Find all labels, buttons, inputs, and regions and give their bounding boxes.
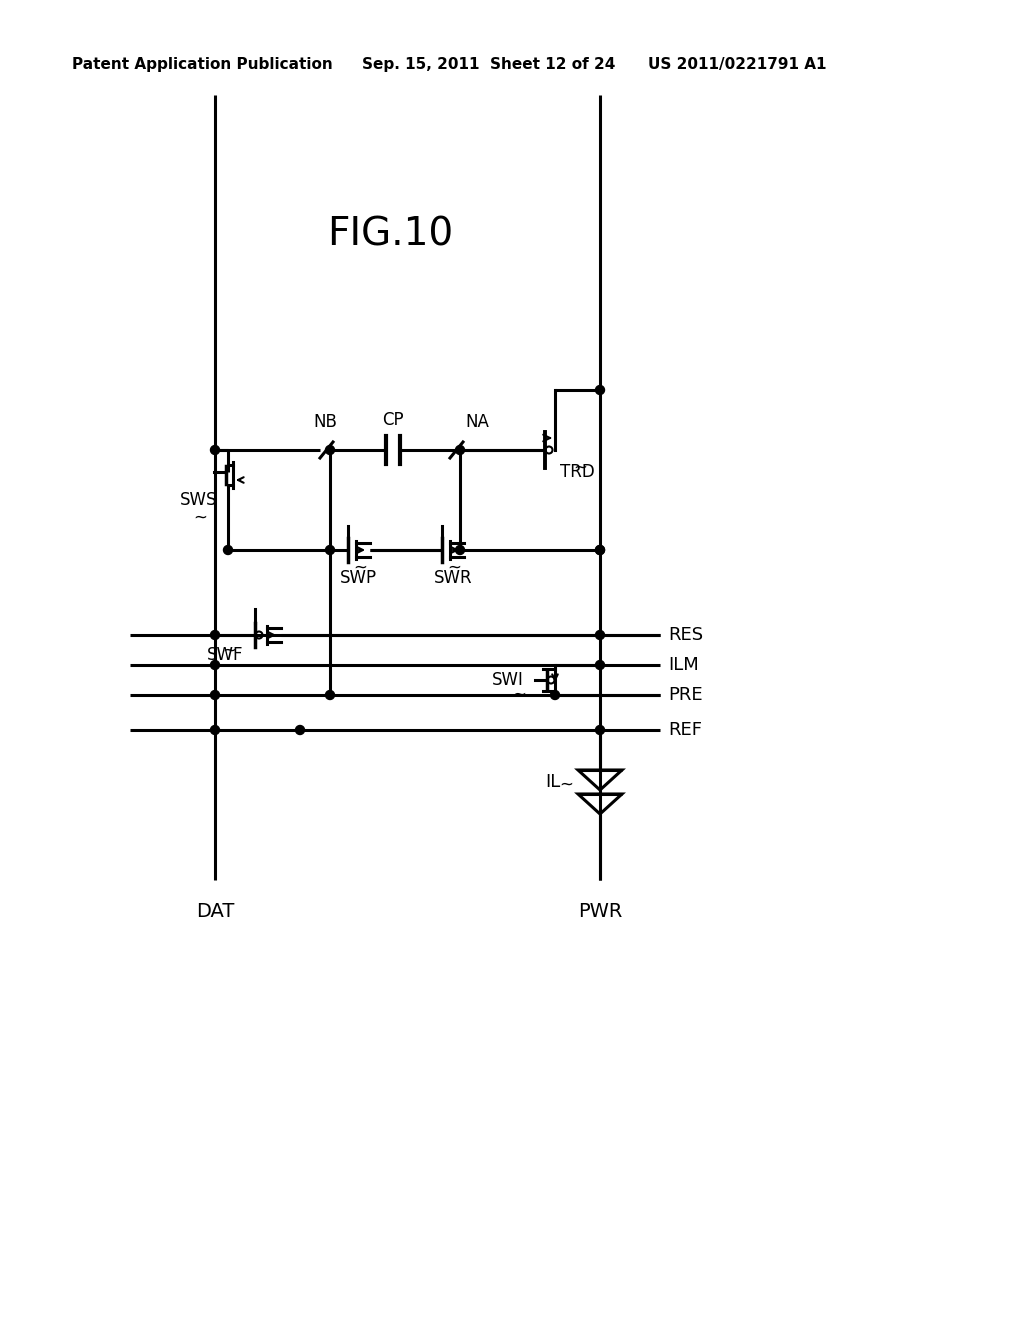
Circle shape	[211, 631, 219, 639]
Text: US 2011/0221791 A1: US 2011/0221791 A1	[648, 58, 826, 73]
Text: ~: ~	[353, 558, 367, 577]
Text: ~: ~	[222, 642, 236, 660]
Circle shape	[456, 446, 465, 454]
Text: RES: RES	[668, 626, 703, 644]
Text: PWR: PWR	[578, 902, 623, 921]
Text: CP: CP	[382, 411, 403, 429]
Text: PRE: PRE	[668, 686, 702, 704]
Circle shape	[456, 545, 465, 554]
Circle shape	[596, 385, 604, 395]
Circle shape	[596, 660, 604, 669]
Circle shape	[326, 545, 335, 554]
Text: Sep. 15, 2011  Sheet 12 of 24: Sep. 15, 2011 Sheet 12 of 24	[362, 58, 615, 73]
Text: SWS: SWS	[180, 491, 217, 510]
Circle shape	[211, 446, 219, 454]
Text: ILM: ILM	[668, 656, 698, 675]
Circle shape	[223, 545, 232, 554]
Circle shape	[326, 690, 335, 700]
Text: NB: NB	[313, 413, 337, 432]
Circle shape	[211, 690, 219, 700]
Circle shape	[596, 726, 604, 734]
Circle shape	[596, 545, 604, 554]
Text: IL: IL	[545, 774, 560, 791]
Text: Patent Application Publication: Patent Application Publication	[72, 58, 333, 73]
Text: ~: ~	[573, 459, 587, 477]
Text: REF: REF	[668, 721, 702, 739]
Text: TRD: TRD	[560, 463, 595, 480]
Text: SWP: SWP	[340, 569, 377, 587]
Text: ~: ~	[512, 686, 526, 704]
Text: ~: ~	[559, 776, 573, 795]
Circle shape	[596, 631, 604, 639]
Text: ~: ~	[447, 558, 461, 577]
Circle shape	[296, 726, 304, 734]
Text: ~: ~	[193, 510, 207, 527]
Circle shape	[596, 545, 604, 554]
Circle shape	[211, 726, 219, 734]
Text: NA: NA	[465, 413, 488, 432]
Circle shape	[326, 446, 335, 454]
Text: SWF: SWF	[207, 645, 244, 664]
Circle shape	[211, 660, 219, 669]
Text: FIG.10: FIG.10	[327, 216, 454, 253]
Text: SWR: SWR	[434, 569, 473, 587]
Text: DAT: DAT	[196, 902, 234, 921]
Circle shape	[551, 690, 559, 700]
Text: SWI: SWI	[492, 671, 524, 689]
